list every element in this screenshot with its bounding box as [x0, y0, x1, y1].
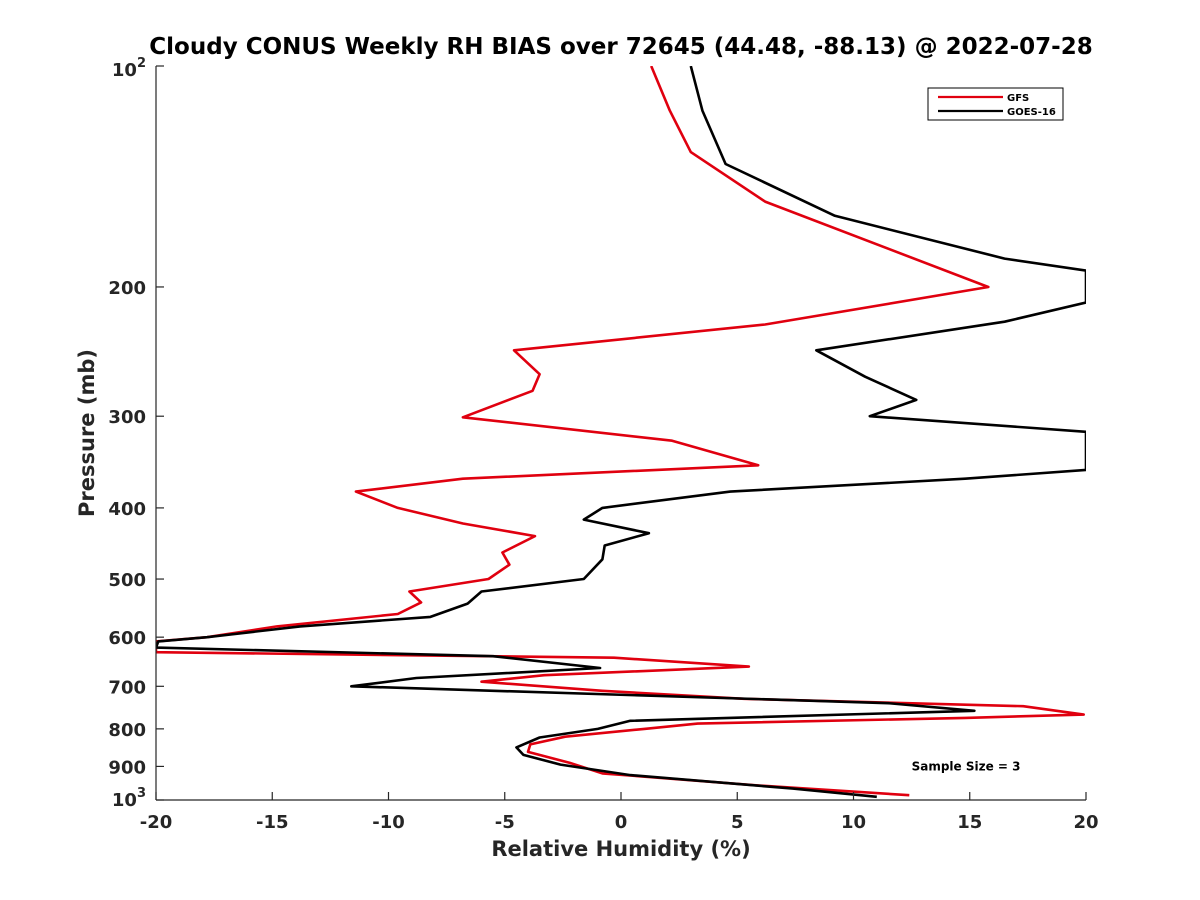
y-tick-label: 900 — [108, 757, 146, 778]
series-line-goes16 — [156, 66, 1086, 799]
y-tick-label: 300 — [108, 407, 146, 428]
x-tick-labels: -20 -15 -10 -5 0 5 10 15 20 — [140, 812, 1099, 833]
plot-area — [156, 66, 1086, 800]
x-tick-label: -5 — [495, 812, 515, 833]
x-tick-label: -20 — [140, 812, 173, 833]
axes-layer — [155, 65, 1087, 801]
x-tick-label: 15 — [957, 812, 982, 833]
legend-label-goes16: GOES-16 — [1007, 107, 1056, 118]
y-tick-label: 400 — [108, 499, 146, 520]
x-tick-label: -15 — [256, 812, 289, 833]
series-line-gfs — [156, 66, 1085, 797]
legend: GFS GOES-16 — [927, 87, 1064, 121]
y-tick-label: 500 — [108, 570, 146, 591]
y-axis-label: Pressure (mb) — [75, 349, 99, 517]
chart-title: Cloudy CONUS Weekly RH BIAS over 72645 (… — [149, 34, 1092, 60]
series-layer — [156, 66, 1086, 799]
legend-label-gfs: GFS — [1007, 93, 1029, 104]
x-tick-label: -10 — [372, 812, 405, 833]
y-tick-label: 200 — [108, 278, 146, 299]
sample-size-annotation: Sample Size = 3 — [912, 759, 1021, 773]
x-tick-label: 0 — [615, 812, 628, 833]
legend-box — [927, 87, 1064, 121]
y-tick-label: 800 — [108, 720, 146, 741]
y-tick-label: 600 — [108, 628, 146, 649]
x-axis-label: Relative Humidity (%) — [491, 837, 750, 861]
y-tick-label: 700 — [108, 677, 146, 698]
x-tick-label: 5 — [731, 812, 744, 833]
x-tick-label: 20 — [1073, 812, 1098, 833]
x-tick-label: 10 — [841, 812, 866, 833]
